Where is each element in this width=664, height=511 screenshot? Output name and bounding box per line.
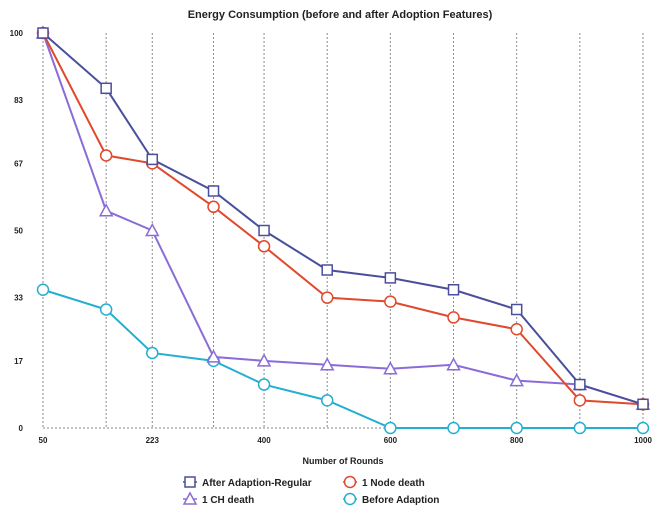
x-tick-label-4: 800 xyxy=(510,436,524,445)
data-point-s0-9 xyxy=(574,378,586,391)
y-tick-label-0: 0 xyxy=(19,424,24,433)
x-tick-label-2: 400 xyxy=(257,436,271,445)
legend-marker-1 xyxy=(343,475,357,489)
y-tick-label-6: 100 xyxy=(10,29,24,38)
data-point-s2-1 xyxy=(98,203,114,217)
series-line-0 xyxy=(42,32,644,406)
legend-label-2: 1 CH death xyxy=(202,495,254,506)
legend-item-3: Before Adaption xyxy=(343,492,439,506)
data-point-s2-3 xyxy=(206,349,221,363)
y-tick-label-3: 50 xyxy=(14,227,23,236)
legend-label-3: Before Adaption xyxy=(362,495,439,506)
data-point-s3-6 xyxy=(384,421,397,435)
data-point-s2-2 xyxy=(144,222,160,237)
data-point-s0-0 xyxy=(37,27,49,39)
data-point-s2-6 xyxy=(383,361,398,375)
legend-label-0: After Adaption-Regular xyxy=(202,478,312,489)
legend-item-2: 1 CH death xyxy=(182,491,254,506)
data-point-s0-1 xyxy=(100,82,112,95)
chart-title: Energy Consumption (before and after Ado… xyxy=(188,9,493,21)
series-3 xyxy=(36,283,650,435)
y-tick-label-5: 83 xyxy=(14,96,23,105)
series-layer xyxy=(35,25,651,435)
data-point-s3-0 xyxy=(36,283,50,296)
data-point-s0-3 xyxy=(207,185,220,197)
data-point-s2-7 xyxy=(446,357,461,371)
data-point-s2-4 xyxy=(256,353,272,367)
data-point-s0-2 xyxy=(146,153,159,166)
y-tick-label-2: 33 xyxy=(14,294,23,303)
series-line-3 xyxy=(42,288,643,429)
data-point-s3-1 xyxy=(99,303,113,316)
series-0 xyxy=(37,27,649,411)
data-point-s3-4 xyxy=(257,378,271,391)
x-tick-label-1: 223 xyxy=(146,436,160,445)
data-point-s1-6 xyxy=(384,295,397,308)
data-point-s0-5 xyxy=(321,264,333,276)
data-point-s3-8 xyxy=(510,421,523,435)
data-point-s1-5 xyxy=(320,291,334,304)
series-line-2 xyxy=(42,32,644,406)
data-point-s3-5 xyxy=(320,394,334,407)
x-tick-label-3: 600 xyxy=(384,436,398,445)
legend-item-1: 1 Node death xyxy=(343,475,425,489)
x-tick-label-5: 1000 xyxy=(634,436,652,445)
y-tick-label-4: 67 xyxy=(14,159,23,168)
legend-item-0: After Adaption-Regular xyxy=(183,476,312,489)
data-point-s2-5 xyxy=(319,357,335,371)
data-point-s1-7 xyxy=(447,311,460,324)
y-tick-label-1: 17 xyxy=(14,357,23,366)
data-point-s1-4 xyxy=(257,240,271,253)
data-point-s3-7 xyxy=(447,421,460,435)
data-point-s1-8 xyxy=(510,323,523,336)
series-2 xyxy=(35,25,651,411)
x-tick-label-0: 50 xyxy=(39,436,48,445)
legend-marker-0 xyxy=(184,476,196,488)
legend-marker-3 xyxy=(343,492,357,506)
y-axis-ticks: 0 17 33 50 67 83 100 xyxy=(10,29,24,433)
data-point-s3-2 xyxy=(146,346,159,360)
data-point-s0-8 xyxy=(510,303,523,316)
series-1 xyxy=(36,26,650,411)
x-axis-label: Number of Rounds xyxy=(303,456,384,466)
x-axis-ticks: 50 223 400 600 800 1000 xyxy=(39,436,653,445)
legend-label-1: 1 Node death xyxy=(362,478,425,489)
data-point-s2-8 xyxy=(509,373,524,387)
data-point-s0-6 xyxy=(384,272,397,284)
data-point-s3-9 xyxy=(573,421,587,435)
data-point-s1-3 xyxy=(207,200,220,214)
data-point-s1-1 xyxy=(99,149,113,162)
data-point-s3-10 xyxy=(636,421,650,435)
data-point-s0-10 xyxy=(637,398,649,411)
legend-marker-2 xyxy=(182,491,198,505)
data-point-s1-9 xyxy=(573,394,587,407)
legend: After Adaption-Regular 1 Node death 1 CH d… xyxy=(182,475,439,506)
data-point-s0-4 xyxy=(258,224,270,237)
series-line-1 xyxy=(42,32,644,406)
data-point-s0-7 xyxy=(447,284,460,296)
